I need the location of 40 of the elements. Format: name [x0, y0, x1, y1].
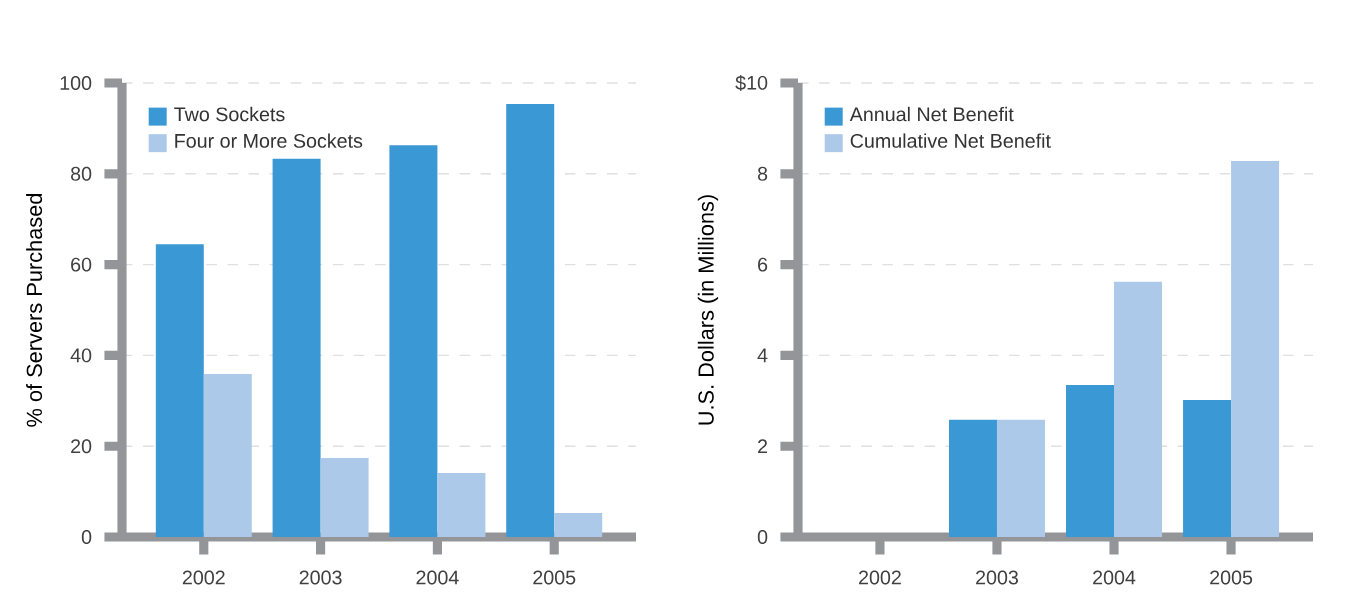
- x-tick-label: 2002: [182, 570, 225, 585]
- bar: [1114, 281, 1163, 537]
- y-tick-label: 4: [757, 348, 768, 363]
- bar: [320, 458, 369, 537]
- bar: [1231, 161, 1280, 537]
- bar: [554, 512, 603, 537]
- x-tick-label: 2005: [1210, 570, 1253, 585]
- y-tick-label: 8: [757, 166, 768, 181]
- bar: [1183, 399, 1232, 537]
- x-tick-label: 2005: [533, 570, 576, 585]
- y-tick-label: 2: [758, 439, 768, 454]
- bar: [272, 158, 321, 537]
- x-tick-label: 2003: [299, 570, 342, 585]
- bar: [203, 374, 252, 537]
- x-tick-label: 2004: [1093, 570, 1136, 585]
- bar: [948, 419, 997, 537]
- bar: [155, 244, 204, 537]
- legend-label: Cumulative Net Benefit: [850, 133, 1051, 148]
- y-tick-label: 0: [81, 530, 92, 544]
- x-tick-label: 2003: [976, 570, 1018, 585]
- bar: [1066, 384, 1115, 537]
- legend-label: Annual Net Benefit: [849, 106, 1014, 122]
- x-tick-label: 2004: [416, 570, 459, 585]
- y-tick-label: $10: [735, 75, 768, 91]
- y-axis-title: % of Servers Purchased: [26, 193, 43, 427]
- y-tick-label: 60: [71, 257, 92, 272]
- y-tick-label: 80: [71, 166, 92, 181]
- y-axis-title: U.S. Dollars (in Millions): [697, 195, 719, 425]
- y-tick-label: 0: [757, 530, 768, 544]
- y-tick-label: 40: [70, 348, 92, 363]
- y-tick-label: 6: [758, 257, 768, 272]
- bar: [437, 472, 486, 537]
- bar: [389, 145, 438, 537]
- legend-label: Four or More Sockets: [175, 133, 363, 148]
- y-tick-label: 20: [71, 439, 92, 454]
- x-tick-label: 2002: [859, 570, 901, 585]
- legend-label: Two Sockets: [174, 106, 285, 122]
- bar: [996, 419, 1045, 537]
- y-tick-label: 100: [60, 76, 92, 90]
- bar: [506, 103, 555, 537]
